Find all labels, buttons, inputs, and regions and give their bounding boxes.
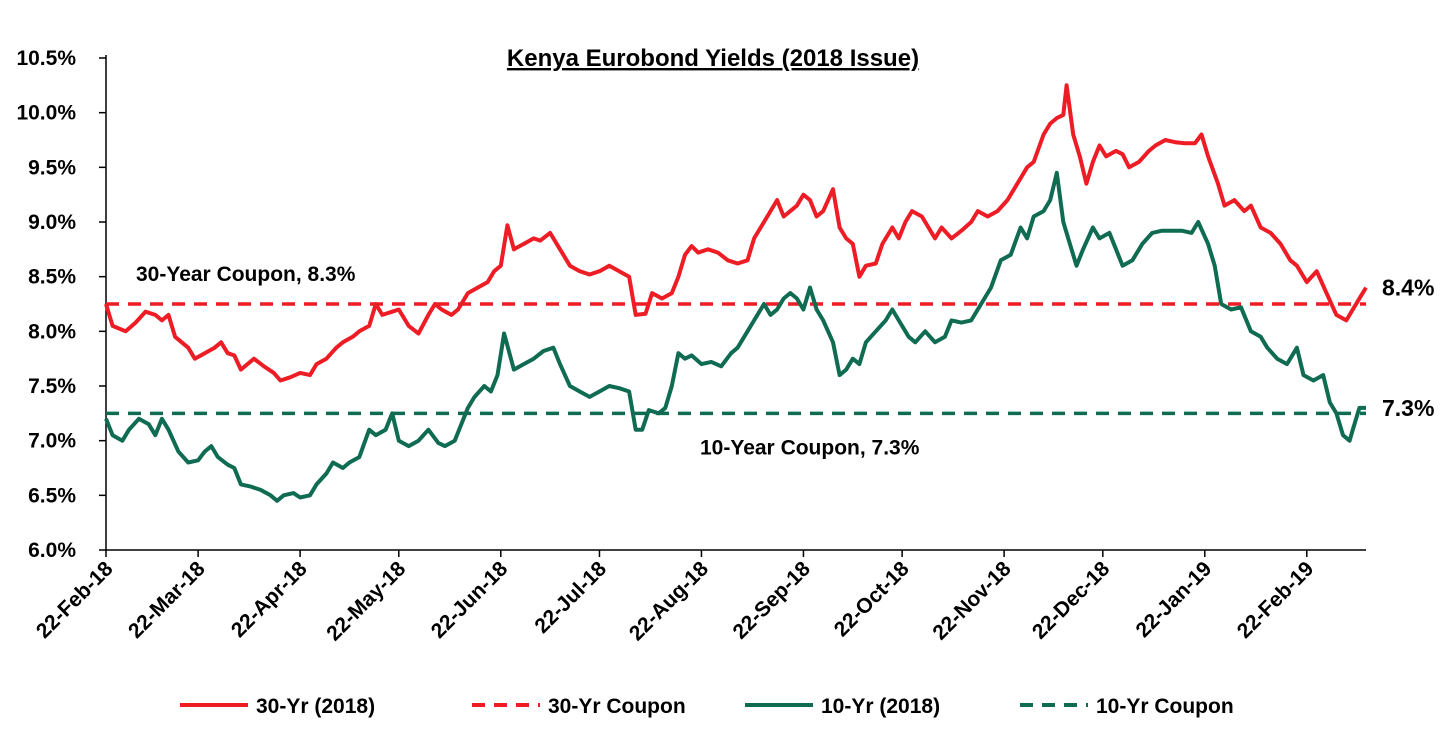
- y-tick-label: 8.0%: [28, 320, 76, 343]
- x-tick-label: 22-May-18: [322, 557, 410, 645]
- x-tick-label: 22-Aug-18: [625, 557, 713, 645]
- y-tick-label: 10.0%: [16, 102, 76, 125]
- chart-title: Kenya Eurobond Yields (2018 Issue): [507, 45, 919, 72]
- x-tick-label: 22-Feb-18: [32, 557, 118, 643]
- y-tick-label: 9.0%: [28, 211, 76, 234]
- x-tick-label: 22-Mar-18: [124, 557, 210, 643]
- x-tick-label: 22-Feb-19: [1233, 557, 1319, 643]
- y-tick-label: 10.5%: [16, 47, 76, 70]
- y-tick-label: 8.5%: [28, 266, 76, 289]
- x-tick-label: 22-Jul-18: [530, 557, 611, 638]
- y-tick-label: 7.0%: [28, 430, 76, 453]
- x-tick-label: 22-Sep-18: [729, 557, 816, 644]
- x-tick-label: 22-Jun-18: [427, 557, 513, 643]
- coupon-lines: [106, 302, 1366, 416]
- legend-label: 10-Yr (2018): [821, 695, 940, 718]
- legend-label: 30-Yr (2018): [256, 695, 375, 718]
- x-tick-label: 22-Nov-18: [928, 557, 1015, 644]
- yield-series: [104, 83, 1368, 503]
- y-tick-label: 6.0%: [28, 539, 76, 562]
- end-label-30yr: 8.4%: [1382, 275, 1434, 301]
- legend-label: 30-Yr Coupon: [548, 695, 686, 718]
- x-tick-label: 22-Oct-18: [830, 557, 914, 641]
- legend: 30-Yr (2018) 30-Yr Coupon 10-Yr (2018) 10-Y…: [180, 695, 1234, 718]
- annotations: 8.4% 7.3% 30-Year Coupon, 8.3% 10-Year Coup…: [136, 263, 1434, 459]
- x-tick-label: 22-Apr-18: [227, 557, 312, 642]
- y-axis: 6.0% 6.5% 7.0% 7.5% 8.0% 8.5% 9.0% 9.5% 10.0% 10.…: [16, 47, 107, 562]
- series-line-10yr: [104, 170, 1366, 503]
- x-axis: 22-Feb-18 22-Mar-18 22-Apr-18 22-May-18 22-J…: [32, 549, 1366, 645]
- end-label-10yr: 7.3%: [1382, 395, 1434, 421]
- y-tick-label: 7.5%: [28, 375, 76, 398]
- series-line-30yr: [104, 83, 1368, 383]
- legend-label: 10-Yr Coupon: [1096, 695, 1234, 718]
- y-tick-label: 9.5%: [28, 156, 76, 179]
- x-tick-label: 22-Dec-18: [1028, 557, 1115, 644]
- annotation-10yr-coupon: 10-Year Coupon, 7.3%: [700, 436, 920, 459]
- x-tick-label: 22-Jan-19: [1132, 557, 1217, 642]
- annotation-30yr-coupon: 30-Year Coupon, 8.3%: [136, 263, 356, 286]
- y-tick-label: 6.5%: [28, 484, 76, 507]
